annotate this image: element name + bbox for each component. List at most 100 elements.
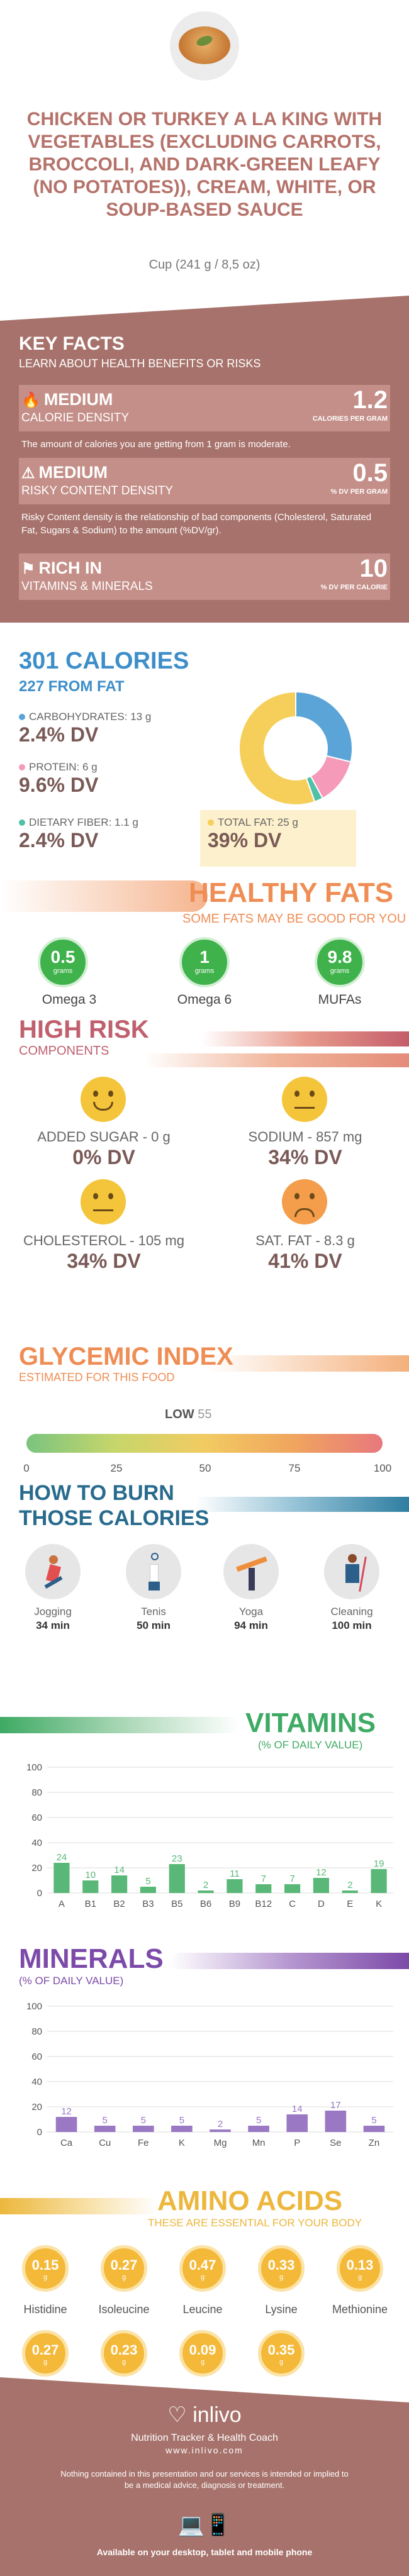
mufas-label: MUFAs [318,992,362,1007]
x-tick-label: B1 [85,1899,96,1909]
bar-b9 [227,1879,243,1893]
page-title: CHICKEN OR TURKEY A LA KING WITH VEGETAB… [26,109,383,220]
fiber-stat: DIETARY FIBER: 1.1 g 2.4% DV [19,816,138,852]
amino-title: AMINO ACIDS [157,2185,343,2216]
x-tick-label: A [59,1899,65,1909]
amino-circle: 0.35 g [258,2330,305,2377]
bar-b2 [111,1875,128,1893]
bar-value-label: 17 [330,2100,341,2111]
happy-face-icon [81,1077,126,1122]
footer-disclaimer: Nothing contained in this presentation a… [60,2469,349,2490]
bar-value-label: 2 [347,1880,352,1890]
bar-value-label: 19 [374,1858,384,1869]
x-tick-label: Mn [252,2138,266,2148]
amino-subtitle: THESE ARE ESSENTIAL FOR YOUR BODY [148,2217,362,2229]
bar-value-label: 5 [145,1876,150,1887]
burn-band [195,1497,409,1512]
y-tick-label: 60 [31,2051,42,2062]
burn-minutes: 100 min [332,1619,372,1631]
glycemic-subtitle: ESTIMATED FOR THIS FOOD [19,1371,175,1384]
x-tick-label: D [318,1899,325,1909]
calorie-density-fact: 🔥 MEDIUM CALORIE DENSITY 1.2 CALORIES PER… [19,385,390,460]
amino-circle: 0.27 g [22,2330,69,2377]
burn-title-2: THOSE CALORIES [19,1506,210,1530]
gi-tick: 75 [288,1462,301,1474]
amino-circle: 0.23 g [101,2330,147,2377]
bar-value-label: 11 [230,1868,240,1879]
warning-icon: ⚠ [21,465,35,482]
x-tick-label: B6 [200,1899,211,1909]
minerals-chart: 0 20 40 60 80 100 12 Ca 5 Cu 5 Fe 5 K 2 Mg 5 Mn 14 P 17 Se 5 Zn [26,2001,393,2148]
heart-logo-icon: ♡ [167,2403,187,2427]
amino-circle: 0.13 g [337,2245,383,2292]
calories-from-fat: 227 FROM FAT [19,678,125,695]
y-tick-label: 0 [37,2127,42,2138]
x-tick-label: Cu [99,2138,111,2148]
calories-total: 301 CALORIES [19,648,189,674]
bar-value-label: 5 [102,2115,107,2126]
y-tick-label: 60 [31,1813,42,1823]
bar-value-label: 5 [141,2115,146,2126]
vitamins-title: VITAMINS [245,1707,376,1738]
devices-icon: 💻📱 [177,2513,232,2537]
y-tick-label: 100 [26,2001,42,2012]
jogging-icon [25,1544,81,1599]
total-fat-box [200,810,356,867]
high-risk-title: HIGH RISK [19,1016,149,1043]
omega3-circle: 0.5 grams [38,937,88,987]
risky-content-fact: ⚠ MEDIUM RISKY CONTENT DENSITY 0.5 % DV P… [19,458,390,536]
vitamins-minerals-fact: ⚑ RICH IN VITAMINS & MINERALS 10 % DV PER… [19,553,390,629]
bar-b1 [82,1880,99,1893]
healthy-fats-subtitle: SOME FATS MAY BE GOOD FOR YOU [182,912,406,926]
minerals-subtitle: (% OF DAILY VALUE) [19,1975,124,1987]
footer-url[interactable]: www.inlivo.com [165,2445,244,2455]
tennis-icon [126,1544,181,1599]
carbs-stat: CARBOHYDRATES: 13 g 2.4% DV [19,711,152,746]
y-tick-label: 80 [31,1787,42,1798]
vitamins-band [0,1717,239,1733]
gi-tick: 25 [110,1462,123,1474]
burn-minutes: 50 min [137,1619,171,1631]
x-tick-label: B2 [113,1899,125,1909]
vitamins-subtitle: (% OF DAILY VALUE) [258,1739,363,1751]
bar-fe [132,2126,154,2132]
bar-value-label: 7 [289,1874,294,1884]
omega3-label: Omega 3 [42,992,97,1007]
added-sugar-label: ADDED SUGAR - 0 g [37,1129,171,1145]
x-tick-label: B3 [142,1899,154,1909]
burn-label: Jogging [34,1606,72,1618]
bar-e [342,1890,358,1893]
protein-stat: PROTEIN: 6 g 9.6% DV [19,761,99,796]
neutral-face-icon [282,1077,327,1122]
high-risk-band-2 [145,1053,409,1067]
glycemic-title: GLYCEMIC INDEX [19,1343,233,1370]
bar-value-label: 7 [261,1874,266,1884]
minerals-band [170,1953,409,1969]
bar-se [325,2111,347,2132]
y-tick-label: 40 [31,2077,42,2087]
amino-circle: 0.27 g [101,2245,147,2292]
soup-bowl-image [170,11,239,80]
bar-b3 [140,1887,157,1893]
bar-value-label: 5 [256,2115,261,2126]
bar-value-label: 5 [371,2115,376,2126]
key-facts-heading: KEY FACTS [19,333,125,354]
x-tick-label: B9 [229,1899,240,1909]
bar-value-label: 23 [172,1853,182,1864]
mufas-circle: 9.8 grams [315,937,365,987]
amino-circle: 0.15 g [22,2245,69,2292]
x-tick-label: P [294,2138,300,2148]
glycemic-reading: LOW 55 [165,1407,212,1421]
pie-slice-total-fat [238,691,316,806]
bar-c [284,1884,301,1893]
bar-value-label: 12 [61,2106,72,2117]
pie-slice-carbohydrates [295,691,353,763]
x-tick-label: Fe [138,2138,149,2148]
bar-k [171,2126,193,2132]
healthy-fats-title: HEALTHY FATS [189,877,394,908]
amino-label: Methionine [332,2303,388,2316]
footer-available: Available on your desktop, tablet and mo… [96,2547,313,2557]
x-tick-label: Ca [60,2138,73,2148]
y-tick-label: 20 [31,1863,42,1874]
